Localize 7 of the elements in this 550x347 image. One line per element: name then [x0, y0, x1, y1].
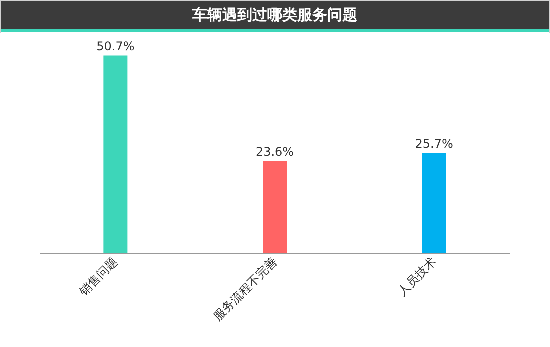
data-label: 25.7% [415, 137, 454, 152]
data-label: 50.7% [96, 40, 135, 54]
x-tick-label: 销售问题 [76, 254, 121, 300]
data-label: 23.6% [256, 145, 294, 160]
x-tick-label: 人员技术 [395, 254, 440, 298]
x-tick-label: 服务流程不完善 [210, 254, 280, 324]
chart-title: 车辆遇到过哪类服务问题 [192, 6, 358, 24]
